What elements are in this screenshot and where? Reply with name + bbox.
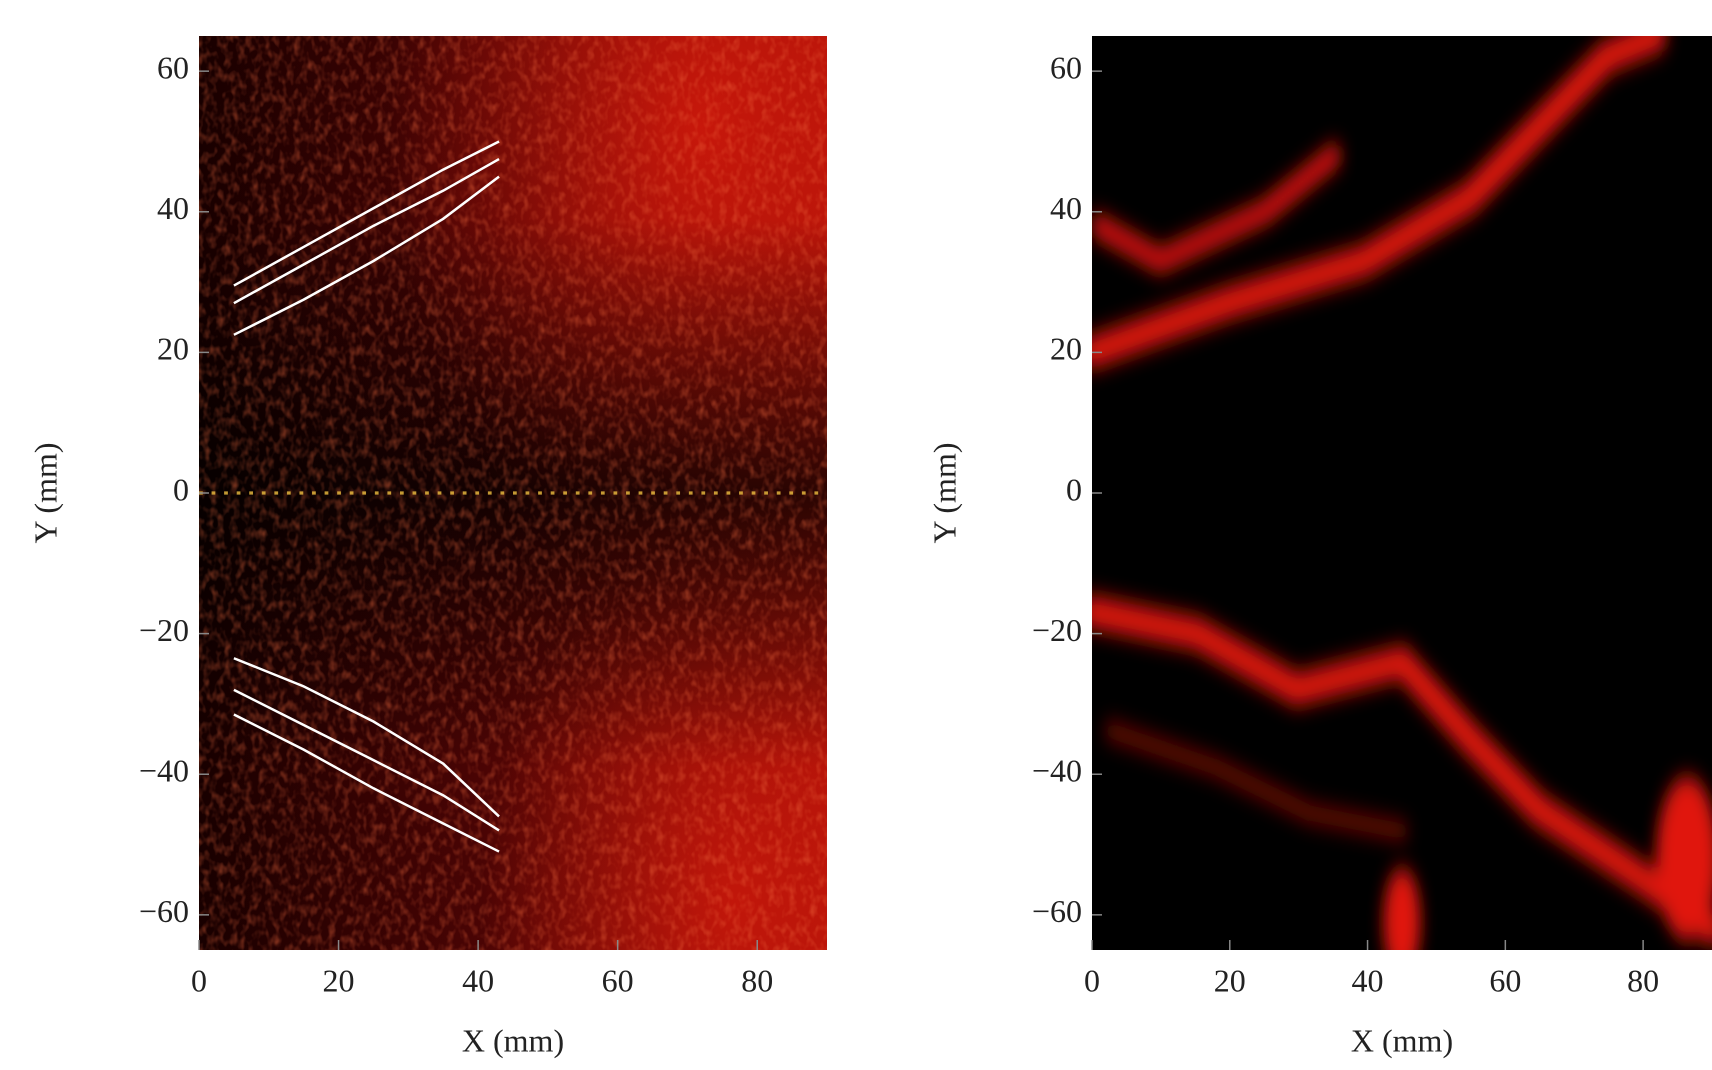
right-image [1092, 36, 1712, 950]
y-tick-label: 60 [1050, 49, 1082, 85]
x-axis-label: X (mm) [462, 1022, 564, 1058]
contour-line [233, 657, 500, 818]
x-tick-label: 40 [462, 962, 494, 998]
contour-line [233, 688, 500, 832]
y-tick-label: −60 [1032, 893, 1082, 929]
y-tick-label: −40 [139, 753, 189, 789]
y-tick-label: 40 [157, 190, 189, 226]
y-tick-label: −20 [139, 612, 189, 648]
x-tick-label: 20 [323, 962, 355, 998]
y-tick-label: 40 [1050, 190, 1082, 226]
x-tick-label: 80 [1627, 962, 1659, 998]
contour-line [233, 157, 500, 305]
contour-line [233, 713, 500, 853]
y-tick-label: 0 [1066, 471, 1082, 507]
y-axis-label: Y (mm) [926, 442, 962, 543]
x-tick-label: 60 [1489, 962, 1521, 998]
y-tick-label: 60 [157, 49, 189, 85]
y-tick-label: 0 [173, 471, 189, 507]
x-tick-label: 40 [1352, 962, 1384, 998]
x-tick-label: 0 [191, 962, 207, 998]
left-image [199, 36, 827, 950]
x-tick-label: 60 [602, 962, 634, 998]
x-axis-label: X (mm) [1351, 1022, 1453, 1058]
x-tick-label: 0 [1084, 962, 1100, 998]
y-tick-label: 20 [1050, 331, 1082, 367]
y-tick-label: 20 [157, 331, 189, 367]
y-axis-label: Y (mm) [27, 442, 63, 543]
y-tick-label: −60 [139, 893, 189, 929]
x-tick-label: 80 [741, 962, 773, 998]
y-tick-label: −20 [1032, 612, 1082, 648]
y-tick-label: −40 [1032, 753, 1082, 789]
contour-line [233, 140, 500, 287]
x-tick-label: 20 [1214, 962, 1246, 998]
contour-line [233, 175, 500, 336]
